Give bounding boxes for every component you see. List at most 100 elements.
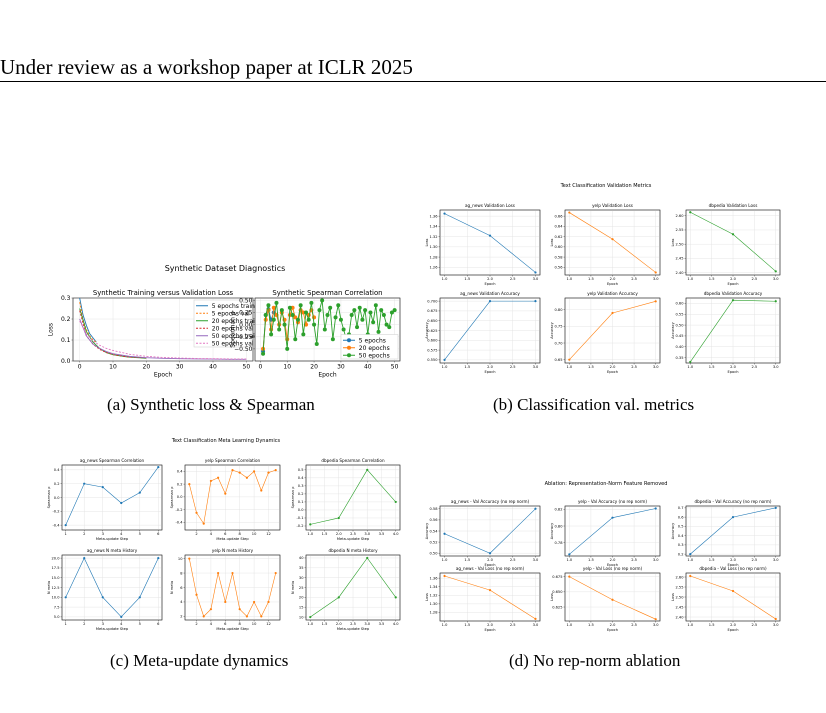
y-axis-label: Loss xyxy=(425,593,429,601)
chart-title: yelp Validation Accuracy xyxy=(587,291,638,296)
y-tick-label: 2.60 xyxy=(675,575,684,579)
y-tick-label: 0.5 xyxy=(678,525,684,529)
data-point xyxy=(384,322,389,327)
y-tick-label: 0.45 xyxy=(675,334,683,338)
data-point xyxy=(352,308,357,313)
chart-dbpedia-acc-norep: dbpedia - Val Accuracy (no rep norm) 1.0 1… xyxy=(671,499,781,567)
x-axis-label: Epoch xyxy=(484,563,495,567)
x-tick-label: 6 xyxy=(224,532,227,536)
y-axis-label: Loss xyxy=(671,238,675,246)
x-tick-label: 2.0 xyxy=(610,277,616,281)
y-tick-label: 2.40 xyxy=(675,615,684,619)
data-point xyxy=(224,600,227,604)
y-tick-label: 0.70 xyxy=(554,341,563,345)
y-axis-label: Accuracy xyxy=(550,522,554,539)
x-tick-label: 2.0 xyxy=(730,277,736,281)
y-tick-label: 0.625 xyxy=(552,605,562,609)
data-point xyxy=(309,523,312,526)
data-point xyxy=(568,211,571,214)
data-point xyxy=(373,303,378,308)
x-axis-label: Epoch xyxy=(727,563,738,567)
data-point xyxy=(293,337,298,342)
y-tick-label: 0.3 xyxy=(678,543,684,547)
chart-agnews-nmeta: ag_news N meta History 1 2 3 4 5 6 5.0 7.5 10.0 12… xyxy=(47,548,163,631)
data-point xyxy=(488,300,492,303)
data-point xyxy=(279,308,284,313)
data-point xyxy=(271,317,276,322)
data-point xyxy=(202,522,205,525)
data-point xyxy=(389,310,394,315)
y-tick-label: 0.50 xyxy=(675,323,684,327)
x-tick-label: 3.0 xyxy=(533,558,539,562)
data-point xyxy=(304,310,309,315)
data-point xyxy=(337,516,340,520)
data-point xyxy=(209,479,213,483)
y-tick-label: 0.52 xyxy=(429,540,437,544)
y-tick-label: 0.0 xyxy=(61,358,71,365)
data-point xyxy=(260,489,263,492)
data-point xyxy=(338,317,343,322)
y-tick-label: 2.45 xyxy=(675,257,683,261)
x-tick-label: 1.0 xyxy=(307,532,313,536)
x-tick-label: 6 xyxy=(224,622,227,626)
y-tick-label: 1.36 xyxy=(429,576,438,580)
x-tick-label: 1.5 xyxy=(464,558,470,562)
legend-marker xyxy=(347,345,351,350)
data-point xyxy=(443,574,446,578)
data-point xyxy=(488,552,492,555)
chart-yelp-acc-norep: yelp - Val Accuracy (no rep norm) 1.0 1.5 2… xyxy=(550,499,661,567)
data-point xyxy=(443,212,446,215)
y-tick-label: 0.2 xyxy=(298,492,304,496)
y-tick-label: 0.650 xyxy=(552,590,563,594)
y-tick-label: 10 xyxy=(299,615,304,619)
chart-title: ag_news Validation Loss xyxy=(465,203,515,208)
y-tick-label: -0.4 xyxy=(52,523,60,527)
plot-frame xyxy=(305,554,401,621)
data-point xyxy=(269,332,274,337)
data-point xyxy=(774,270,777,273)
data-point xyxy=(64,596,67,599)
data-point xyxy=(282,322,287,327)
x-tick-label: 1.0 xyxy=(442,558,448,562)
data-point xyxy=(689,360,692,364)
data-point xyxy=(188,483,191,486)
x-tick-label: 2.5 xyxy=(510,365,516,369)
data-point xyxy=(534,271,537,274)
x-tick-label: 1.5 xyxy=(709,277,715,281)
y-tick-label: 0.50 xyxy=(239,298,253,305)
chart-yelp-val-loss: yelp Validation Loss 1.0 1.5 2.0 2.5 3.0 0.56 0… xyxy=(550,203,661,286)
x-tick-label: 1.5 xyxy=(464,277,470,281)
data-point xyxy=(376,329,381,334)
y-tick-label: 0.66 xyxy=(554,214,563,218)
data-point xyxy=(371,320,376,325)
y-axis-label: Accuracy xyxy=(425,321,429,338)
plot-frame xyxy=(685,209,781,276)
data-point xyxy=(224,492,227,495)
x-tick-label: 1.5 xyxy=(588,558,594,562)
y-tick-label: 2.50 xyxy=(675,595,684,599)
y-tick-label: 0.3 xyxy=(298,484,304,488)
x-tick-label: 1 xyxy=(65,622,67,626)
x-tick-label: 1.0 xyxy=(566,623,572,627)
data-point xyxy=(774,617,777,621)
plot-frame xyxy=(184,464,281,531)
figure-b: Text Classification Validation Metrics a… xyxy=(425,183,781,374)
data-point xyxy=(654,300,657,303)
data-point xyxy=(138,491,141,494)
y-tick-label: 0.54 xyxy=(429,529,438,533)
data-point xyxy=(271,305,276,310)
y-tick-label: 0.0 xyxy=(298,508,304,512)
x-tick-label: 10 xyxy=(252,622,257,626)
x-tick-label: 2 xyxy=(195,622,197,626)
x-tick-label: 2.0 xyxy=(610,623,616,627)
x-tick-label: 4 xyxy=(120,532,123,536)
data-point xyxy=(330,337,335,342)
data-point xyxy=(317,308,322,313)
data-point xyxy=(195,511,198,514)
plot-frame xyxy=(439,209,541,276)
data-point xyxy=(285,346,290,351)
x-tick-label: 3.5 xyxy=(379,622,385,626)
y-tick-label: 7.5 xyxy=(54,605,60,609)
y-tick-label: 1.28 xyxy=(429,255,438,259)
chart-title: dbpedia Spearman Correlation xyxy=(321,458,385,463)
